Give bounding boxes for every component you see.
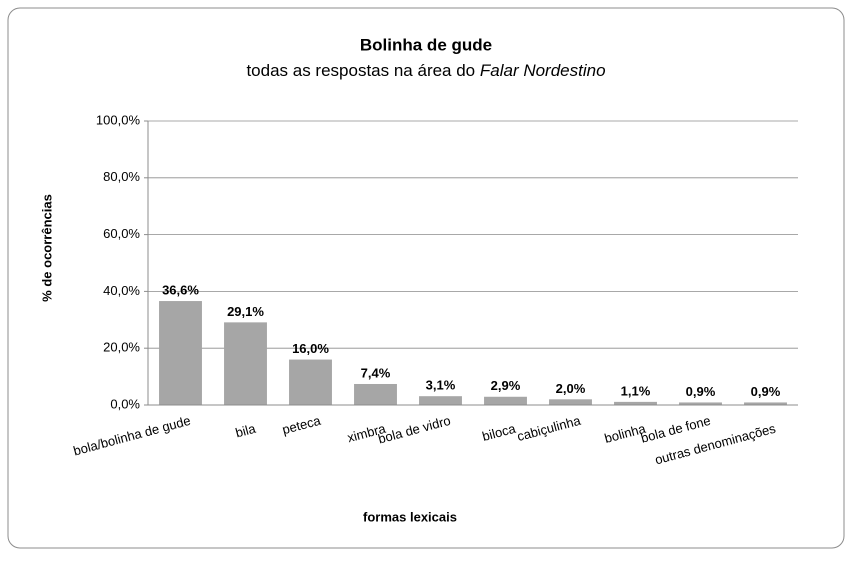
bar — [419, 396, 462, 405]
bar — [159, 301, 202, 405]
x-tick-label: bila — [234, 421, 258, 441]
value-label: 36,6% — [162, 282, 199, 297]
y-tick-label: 40,0% — [103, 283, 140, 298]
value-label: 7,4% — [361, 365, 391, 380]
value-label: 29,1% — [227, 304, 264, 319]
bar — [289, 359, 332, 405]
bar — [679, 402, 722, 405]
bar — [744, 402, 787, 405]
y-tick-label: 100,0% — [96, 112, 141, 127]
y-tick-label: 20,0% — [103, 340, 140, 355]
value-label: 1,1% — [621, 383, 651, 398]
bar — [549, 399, 592, 405]
y-axis-label: % de ocorrências — [39, 194, 54, 302]
value-label: 3,1% — [426, 378, 456, 393]
value-label: 2,0% — [556, 381, 586, 396]
value-label: 2,9% — [491, 378, 521, 393]
subtitle-italic: Falar Nordestino — [480, 61, 606, 80]
y-tick-label: 0,0% — [110, 396, 140, 411]
y-tick-label: 60,0% — [103, 226, 140, 241]
value-label: 0,9% — [686, 384, 716, 399]
bar — [484, 396, 527, 405]
bar — [614, 401, 657, 405]
subtitle-text: todas as respostas na área do — [246, 61, 479, 80]
value-label: 0,9% — [751, 384, 781, 399]
y-tick-label: 80,0% — [103, 169, 140, 184]
chart-border — [7, 7, 845, 549]
value-label: 16,0% — [292, 341, 329, 356]
bar — [354, 383, 397, 405]
x-axis-label: formas lexicais — [363, 509, 457, 524]
bar — [224, 322, 267, 405]
chart-title: Bolinha de gude — [360, 35, 492, 54]
chart-subtitle: todas as respostas na área do Falar Nord… — [246, 61, 605, 80]
